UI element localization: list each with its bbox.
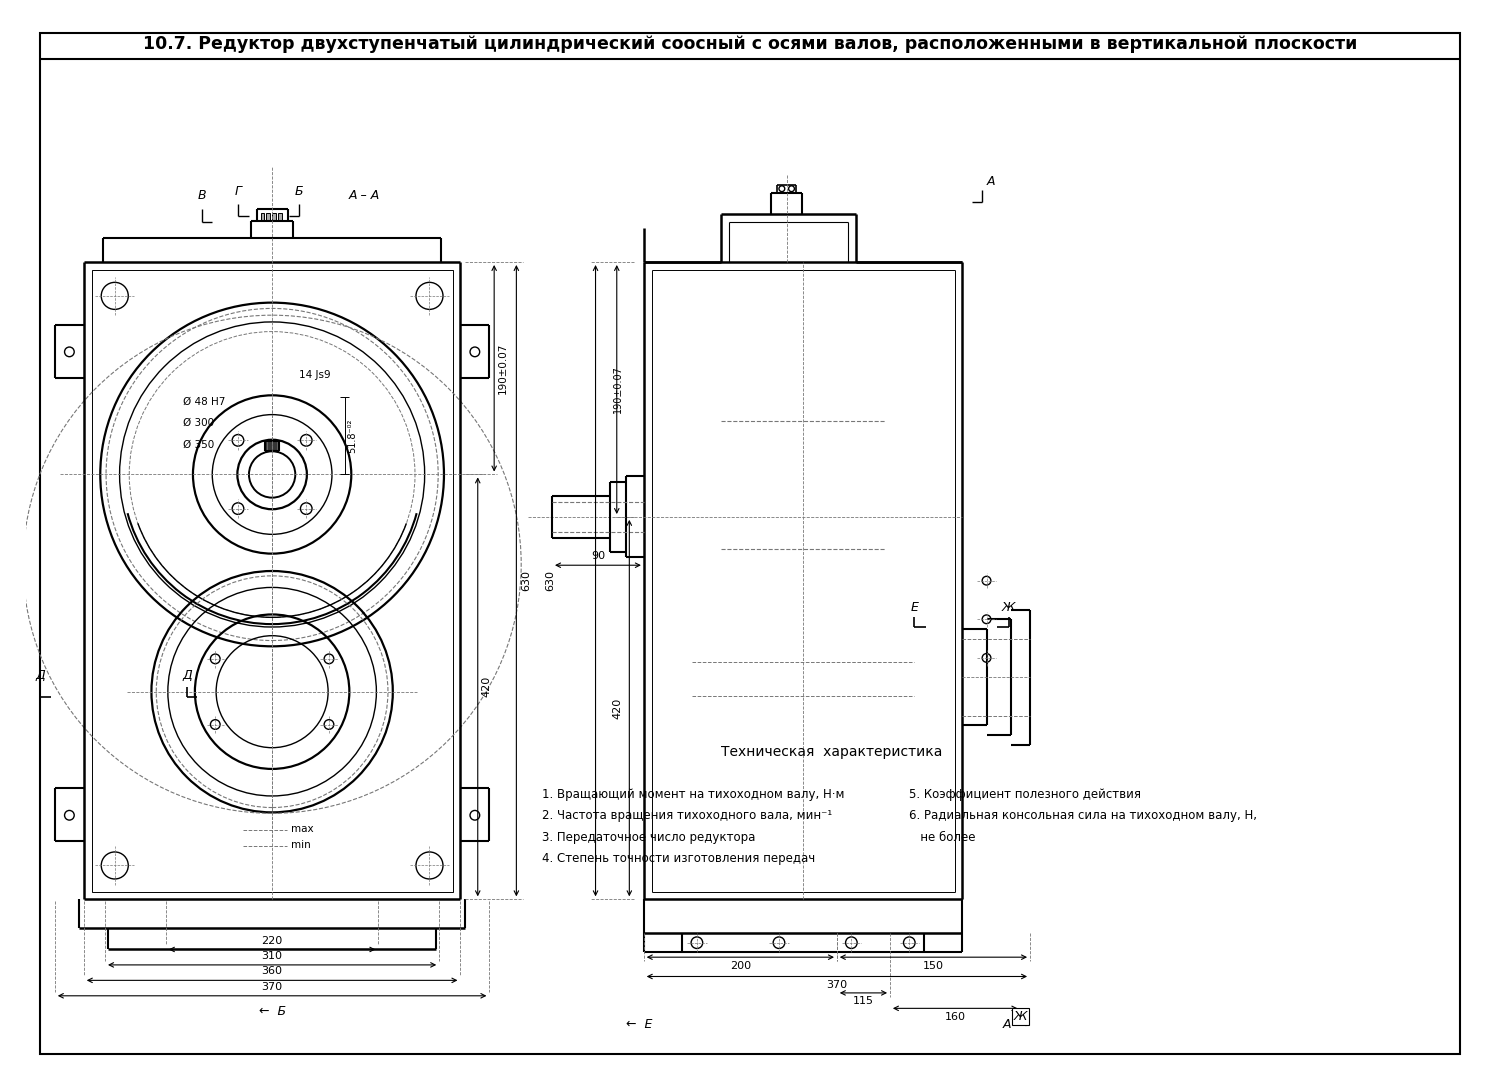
Text: 3. Передаточное число редуктора: 3. Передаточное число редуктора bbox=[543, 830, 756, 844]
Text: А  →: А → bbox=[1004, 1017, 1031, 1030]
Text: В: В bbox=[198, 189, 206, 202]
Text: 160: 160 bbox=[945, 1012, 966, 1022]
Bar bbox=[268, 440, 270, 451]
Text: 630: 630 bbox=[546, 571, 555, 591]
Text: 10.7. Редуктор двухступенчатый цилиндрический соосный с осями валов, расположенн: 10.7. Редуктор двухступенчатый цилиндрич… bbox=[142, 35, 1358, 53]
Text: 14 Js9: 14 Js9 bbox=[298, 370, 332, 380]
Text: 115: 115 bbox=[853, 997, 874, 1007]
Text: А – А: А – А bbox=[348, 189, 380, 202]
Text: 370: 370 bbox=[261, 982, 282, 992]
Text: Ж: Ж bbox=[1014, 1010, 1028, 1023]
Text: Д: Д bbox=[36, 670, 45, 683]
Text: 1. Вращающий момент на тихоходном валу, Н·м: 1. Вращающий момент на тихоходном валу, … bbox=[543, 788, 844, 801]
Bar bbox=[273, 440, 276, 451]
Text: не более: не более bbox=[909, 830, 976, 844]
Bar bbox=[272, 440, 273, 451]
Text: 150: 150 bbox=[922, 961, 944, 971]
Text: 370: 370 bbox=[827, 980, 848, 990]
Text: 630: 630 bbox=[520, 571, 531, 591]
Text: Ø 350: Ø 350 bbox=[183, 439, 214, 449]
Text: Ж: Ж bbox=[1002, 601, 1016, 613]
Text: ←  Б: ← Б bbox=[258, 1004, 285, 1017]
Bar bbox=[272, 213, 276, 221]
Text: 420: 420 bbox=[482, 676, 492, 698]
Text: 200: 200 bbox=[730, 961, 752, 971]
Text: Е: Е bbox=[910, 601, 918, 613]
Text: 51.8⁻⁰²: 51.8⁻⁰² bbox=[348, 418, 357, 453]
Bar bbox=[92, 270, 453, 891]
Text: Г: Г bbox=[236, 185, 242, 198]
Text: 360: 360 bbox=[261, 966, 282, 976]
Text: Ø 300: Ø 300 bbox=[183, 418, 214, 428]
Bar bbox=[278, 213, 282, 221]
Text: 310: 310 bbox=[261, 951, 282, 961]
Text: 5. Коэффициент полезного действия: 5. Коэффициент полезного действия bbox=[909, 788, 1142, 801]
Text: 6. Радиальная консольная сила на тихоходном валу, Н,: 6. Радиальная консольная сила на тихоход… bbox=[909, 810, 1257, 823]
Text: min: min bbox=[291, 840, 310, 850]
Text: Д: Д bbox=[183, 670, 192, 683]
Text: Техническая  характеристика: Техническая характеристика bbox=[722, 746, 942, 760]
Text: ←  Е: ← Е bbox=[626, 1017, 652, 1030]
Text: 190±0.07: 190±0.07 bbox=[498, 342, 508, 393]
Text: 220: 220 bbox=[261, 936, 282, 946]
Text: max: max bbox=[291, 824, 314, 834]
Bar bbox=[261, 213, 264, 221]
Text: 2. Частота вращения тихоходного вала, мин⁻¹: 2. Частота вращения тихоходного вала, ми… bbox=[543, 810, 833, 823]
Bar bbox=[267, 213, 270, 221]
Text: 190±0.07: 190±0.07 bbox=[614, 365, 622, 413]
Text: 420: 420 bbox=[614, 698, 622, 719]
Text: 90: 90 bbox=[591, 551, 604, 561]
Text: Б: Б bbox=[296, 185, 303, 198]
Bar bbox=[267, 440, 268, 451]
Text: А: А bbox=[987, 175, 996, 188]
Text: Ø 48 H7: Ø 48 H7 bbox=[183, 397, 225, 407]
Bar bbox=[276, 440, 278, 451]
Text: 4. Степень точности изготовления передач: 4. Степень точности изготовления передач bbox=[543, 852, 816, 865]
